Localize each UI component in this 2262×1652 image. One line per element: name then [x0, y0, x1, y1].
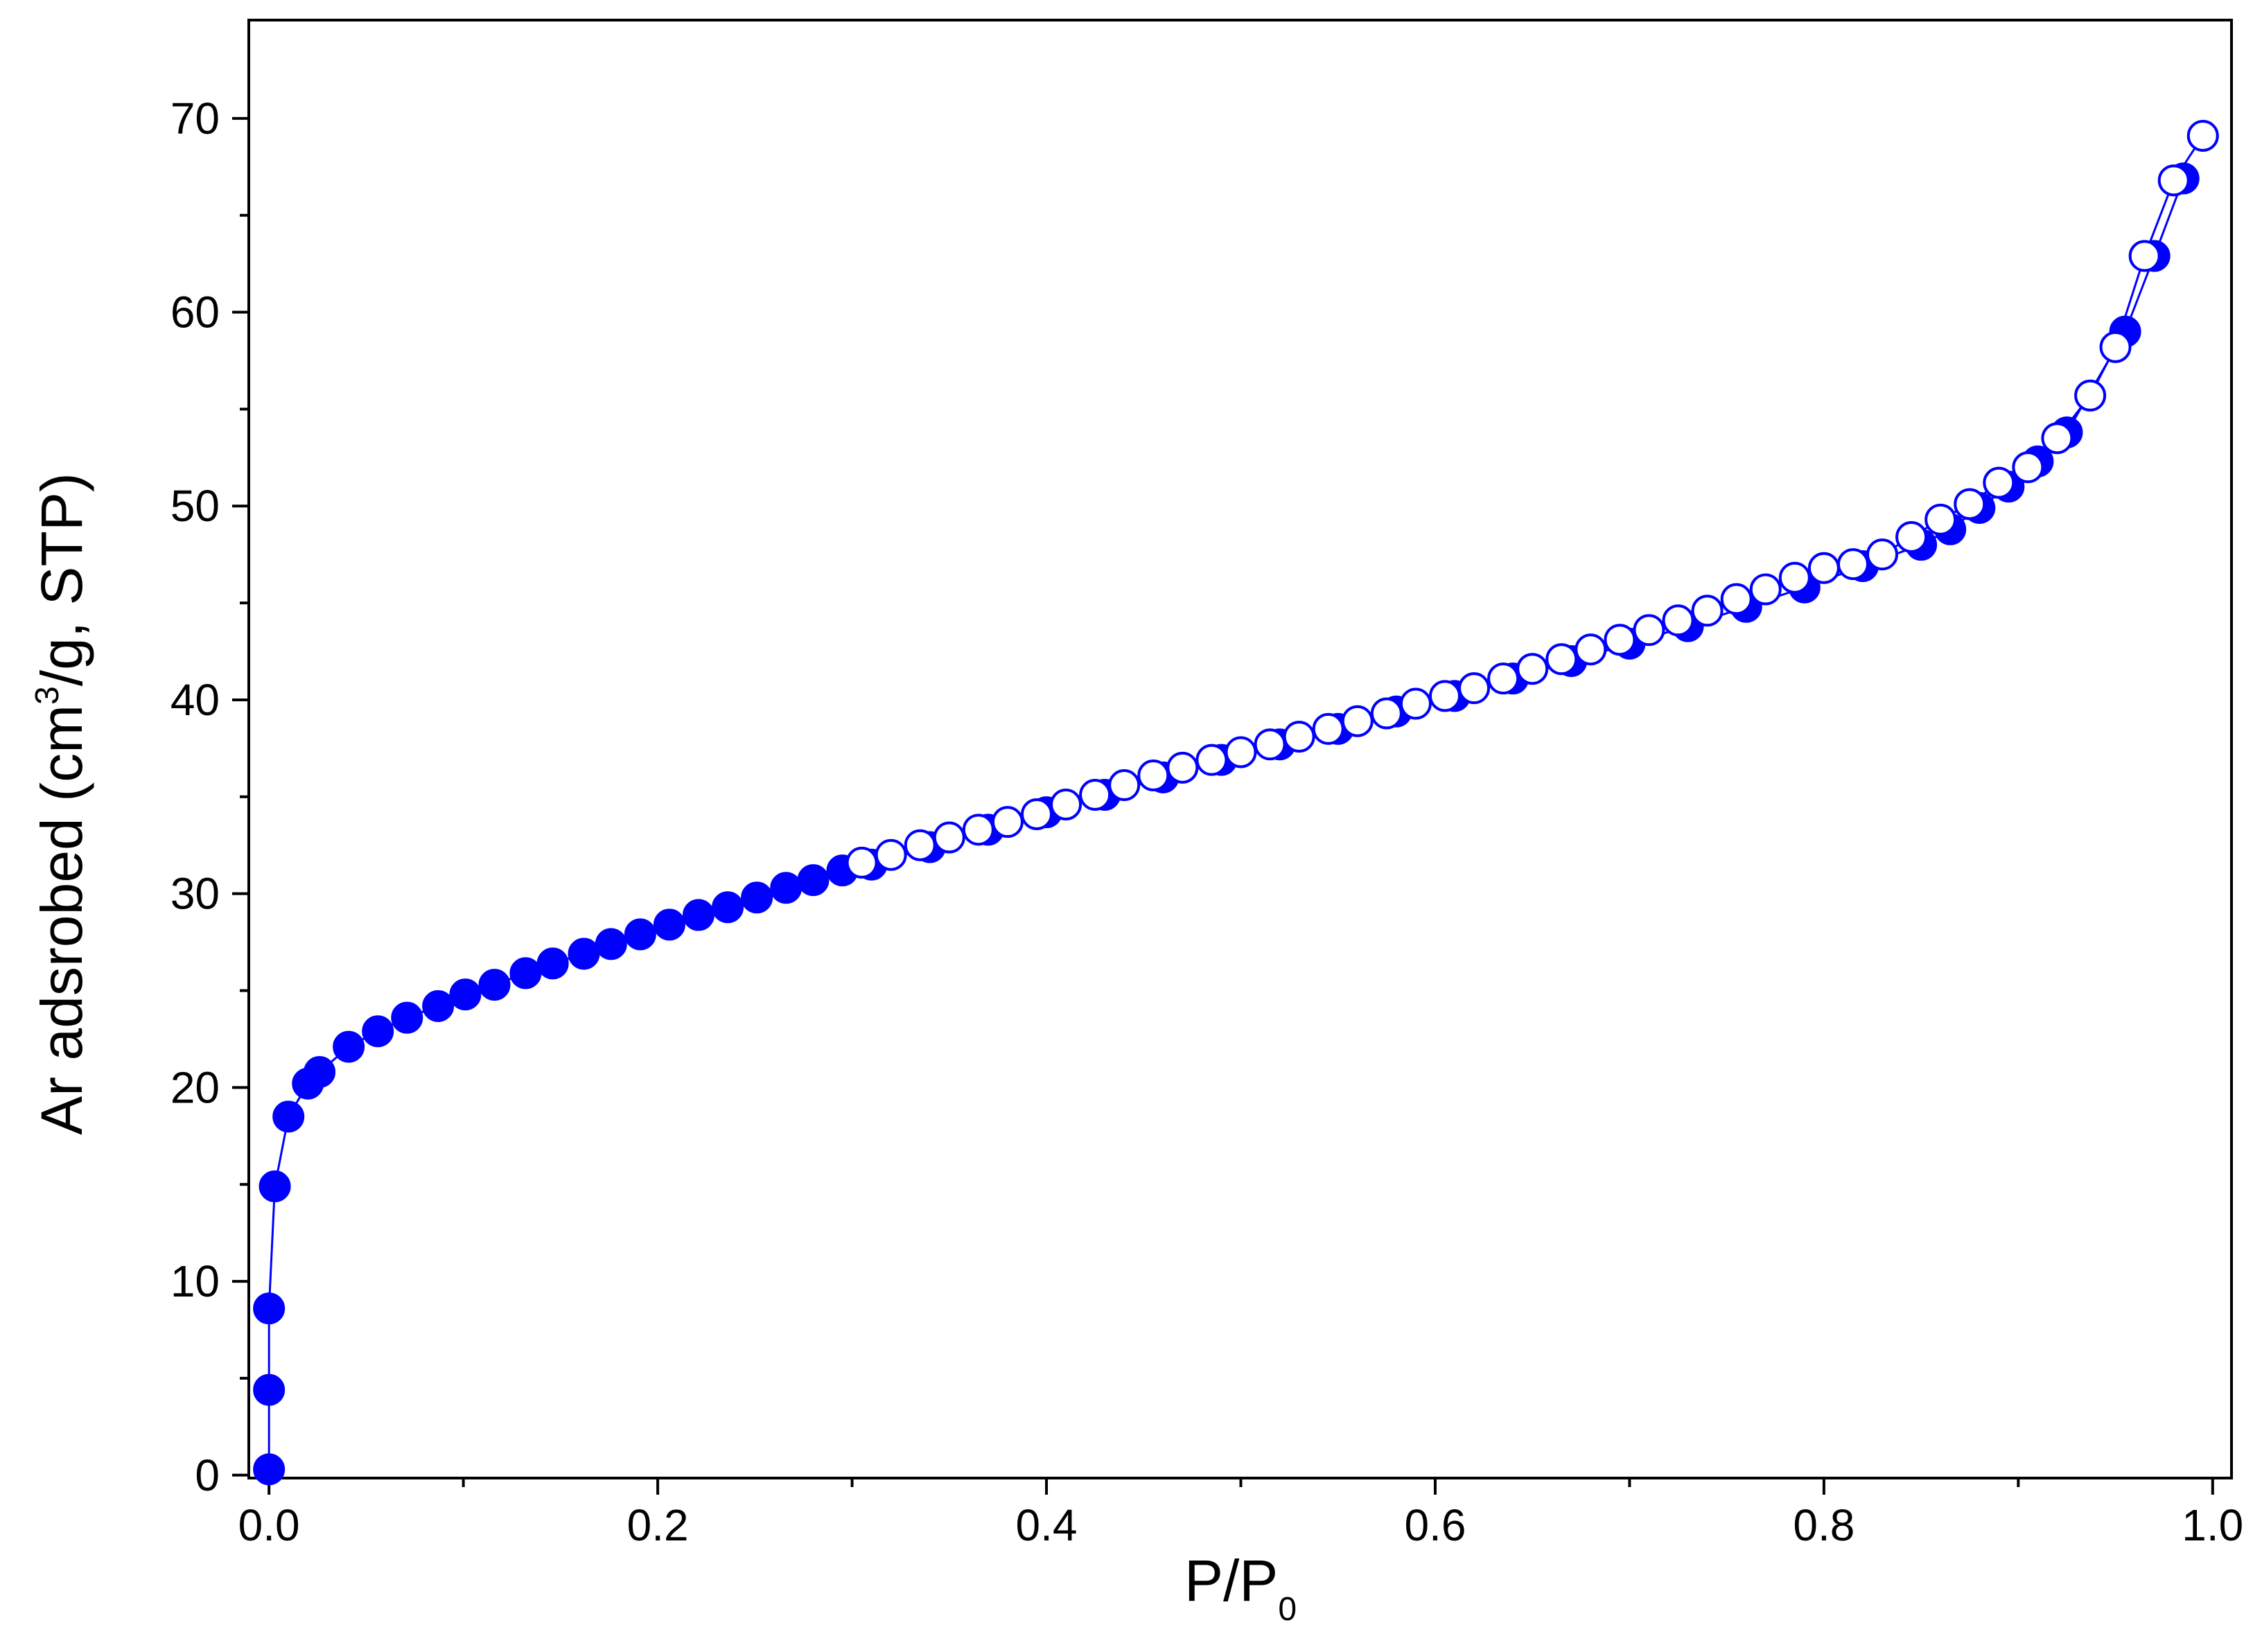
data-point	[1312, 712, 1344, 745]
data-point	[1079, 779, 1112, 811]
data-point	[1020, 798, 1053, 830]
data-point	[333, 1030, 365, 1063]
x-tick-label: 0.8	[1793, 1500, 1855, 1550]
data-point	[258, 1170, 291, 1203]
data-point	[682, 899, 714, 931]
series-line	[268, 177, 2185, 1470]
data-point	[449, 978, 482, 1011]
data-point	[304, 1056, 336, 1089]
data-point	[2128, 240, 2161, 272]
data-point	[2099, 331, 2132, 363]
data-point	[741, 881, 773, 914]
data-point	[875, 838, 907, 871]
y-tick-label: 40	[170, 675, 220, 725]
data-point	[1108, 769, 1141, 802]
data-point	[1575, 633, 1607, 666]
data-point	[1545, 643, 1578, 676]
data-point	[478, 969, 511, 1001]
data-point	[595, 928, 627, 960]
data-point	[1633, 614, 1665, 647]
data-point	[1428, 680, 1461, 712]
data-point	[1720, 583, 1753, 615]
data-point	[2074, 379, 2107, 412]
data-point	[904, 829, 936, 861]
y-label-text: Ar adsrobed (cm	[29, 705, 94, 1135]
data-point	[2157, 164, 2190, 197]
data-point	[991, 806, 1024, 838]
data-point	[2012, 451, 2044, 484]
data-point	[509, 957, 542, 990]
data-point	[797, 864, 830, 897]
data-point	[1487, 662, 1520, 695]
y-tick-label: 70	[170, 94, 220, 143]
data-point	[1458, 672, 1491, 705]
x-label-subscript: 0	[1278, 1591, 1297, 1628]
data-point	[1166, 751, 1199, 784]
data-point	[253, 1453, 286, 1486]
data-point	[1399, 687, 1432, 720]
y-tick-label: 20	[170, 1062, 220, 1112]
data-point	[1954, 488, 1986, 520]
y-label-superscript: 3	[29, 686, 66, 705]
data-point	[1778, 561, 1811, 594]
data-point	[624, 918, 656, 951]
y-tick-label: 60	[170, 288, 220, 337]
series	[253, 162, 2200, 1486]
data-point	[422, 990, 455, 1022]
data-point	[1516, 653, 1549, 685]
data-point	[770, 872, 803, 904]
data-point	[536, 947, 569, 980]
data-point	[1050, 788, 1082, 820]
data-point	[1836, 548, 1869, 581]
data-point	[1807, 552, 1840, 584]
data-point	[2041, 422, 2074, 455]
data-point	[568, 938, 600, 970]
data-point	[845, 846, 878, 879]
data-point	[1195, 744, 1228, 776]
y-label-text: /g, STP)	[29, 473, 94, 686]
data-point	[1604, 624, 1636, 656]
data-point	[1225, 736, 1257, 768]
series	[845, 119, 2219, 879]
data-point	[2186, 119, 2219, 152]
y-axis-label: Ar adsrobed (cm3/g, STP)	[29, 473, 94, 1135]
x-axis-label: P/P0	[1184, 1548, 1297, 1628]
x-tick-label: 0.6	[1404, 1500, 1466, 1550]
y-tick-label: 0	[195, 1450, 220, 1500]
data-point	[253, 1373, 286, 1406]
data-point	[712, 891, 744, 924]
data-point	[1895, 520, 1928, 553]
data-point	[1370, 697, 1403, 730]
data-point	[933, 821, 965, 854]
data-point	[1983, 466, 2015, 499]
data-point	[391, 1001, 423, 1034]
data-point	[1662, 604, 1694, 637]
data-point	[1749, 573, 1782, 606]
y-tick-label: 50	[170, 481, 220, 531]
data-point	[1925, 503, 1957, 536]
data-point	[1137, 759, 1170, 792]
x-label-text: P/P	[1184, 1548, 1278, 1613]
data-point	[653, 908, 685, 941]
y-tick-label: 30	[170, 869, 220, 919]
data-point	[362, 1015, 394, 1048]
data-point	[253, 1292, 286, 1325]
x-tick-label: 0.2	[627, 1500, 689, 1550]
y-tick-label: 10	[170, 1256, 220, 1306]
x-tick-label: 1.0	[2182, 1500, 2243, 1550]
data-point	[1691, 595, 1724, 627]
data-point	[1283, 721, 1315, 753]
data-point	[1254, 728, 1286, 761]
x-tick-label: 0.0	[238, 1500, 300, 1550]
data-point	[1341, 705, 1374, 737]
data-point	[272, 1100, 305, 1133]
data-point	[962, 814, 994, 846]
x-tick-label: 0.4	[1016, 1500, 1078, 1550]
data-point	[1866, 538, 1899, 571]
